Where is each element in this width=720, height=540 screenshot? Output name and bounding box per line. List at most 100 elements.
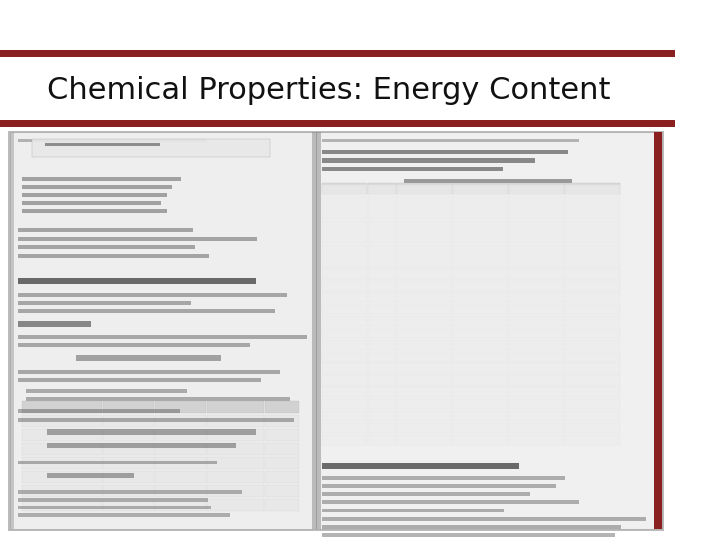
Bar bbox=[22, 415, 102, 427]
Bar bbox=[207, 485, 264, 497]
Bar bbox=[368, 292, 396, 302]
Bar bbox=[509, 399, 564, 409]
Bar bbox=[368, 233, 396, 243]
Bar bbox=[454, 423, 508, 433]
Bar bbox=[322, 533, 615, 537]
Bar bbox=[48, 443, 236, 448]
Bar bbox=[565, 399, 619, 409]
Bar bbox=[18, 321, 91, 327]
Bar bbox=[103, 457, 154, 469]
Bar bbox=[322, 245, 366, 255]
Bar bbox=[454, 375, 508, 386]
Bar bbox=[18, 237, 257, 241]
Bar bbox=[509, 185, 564, 195]
Bar bbox=[18, 309, 275, 313]
Bar bbox=[322, 375, 366, 386]
Bar bbox=[48, 472, 135, 478]
Bar bbox=[509, 197, 564, 207]
Bar bbox=[155, 429, 206, 441]
Bar bbox=[454, 328, 508, 338]
Bar bbox=[368, 280, 396, 291]
Bar bbox=[266, 401, 299, 413]
Bar bbox=[322, 280, 366, 291]
Bar bbox=[18, 245, 195, 249]
Bar bbox=[368, 375, 396, 386]
Bar bbox=[397, 375, 452, 386]
Bar bbox=[266, 457, 299, 469]
Bar bbox=[565, 209, 619, 219]
Bar bbox=[18, 513, 230, 517]
Bar bbox=[509, 375, 564, 386]
Bar bbox=[454, 340, 508, 350]
Bar bbox=[397, 363, 452, 374]
Bar bbox=[18, 293, 287, 297]
Bar bbox=[509, 183, 564, 194]
Bar bbox=[454, 268, 508, 279]
Bar bbox=[266, 443, 299, 455]
Bar bbox=[322, 268, 366, 279]
Bar bbox=[397, 435, 452, 445]
Bar bbox=[322, 185, 366, 195]
Bar bbox=[565, 375, 619, 386]
Bar bbox=[454, 387, 508, 397]
Bar bbox=[155, 485, 206, 497]
Bar bbox=[18, 343, 250, 347]
Bar bbox=[322, 411, 366, 421]
Bar bbox=[454, 399, 508, 409]
Bar bbox=[509, 387, 564, 397]
Bar bbox=[22, 185, 173, 189]
Bar bbox=[322, 256, 366, 267]
Bar bbox=[322, 340, 366, 350]
Bar bbox=[322, 423, 366, 433]
Bar bbox=[454, 183, 508, 194]
Bar bbox=[22, 193, 167, 197]
Bar bbox=[18, 498, 207, 502]
Bar bbox=[368, 221, 396, 231]
Bar bbox=[397, 197, 452, 207]
Bar bbox=[18, 301, 192, 305]
Bar bbox=[397, 316, 452, 326]
Bar bbox=[103, 429, 154, 441]
Bar bbox=[397, 399, 452, 409]
Bar bbox=[0, 120, 675, 127]
Bar bbox=[509, 245, 564, 255]
Bar bbox=[18, 379, 261, 382]
Bar bbox=[322, 150, 568, 154]
Bar bbox=[397, 328, 452, 338]
Bar bbox=[509, 209, 564, 219]
Bar bbox=[368, 185, 396, 195]
Bar bbox=[368, 316, 396, 326]
Bar bbox=[368, 197, 396, 207]
Bar bbox=[368, 340, 396, 350]
Bar bbox=[207, 457, 264, 469]
Bar bbox=[18, 335, 307, 339]
Bar bbox=[368, 209, 396, 219]
Bar bbox=[565, 304, 619, 314]
Bar bbox=[565, 280, 619, 291]
Bar bbox=[397, 340, 452, 350]
Bar bbox=[10, 132, 317, 529]
Bar bbox=[266, 499, 299, 511]
Bar bbox=[76, 355, 221, 361]
Bar bbox=[509, 328, 564, 338]
Bar bbox=[322, 221, 366, 231]
Bar bbox=[18, 228, 193, 232]
Bar bbox=[18, 409, 180, 413]
Bar bbox=[103, 485, 154, 497]
Bar bbox=[454, 209, 508, 219]
Bar bbox=[103, 471, 154, 483]
Bar bbox=[397, 352, 452, 362]
Bar bbox=[454, 435, 508, 445]
Bar bbox=[368, 183, 396, 194]
Bar bbox=[322, 492, 530, 496]
Bar bbox=[18, 278, 256, 284]
Bar bbox=[454, 280, 508, 291]
Bar bbox=[18, 370, 280, 374]
Bar bbox=[48, 429, 256, 435]
Bar bbox=[322, 183, 366, 194]
Bar bbox=[565, 233, 619, 243]
Bar bbox=[322, 517, 646, 521]
Bar bbox=[207, 443, 264, 455]
Bar bbox=[654, 132, 662, 529]
Bar bbox=[397, 245, 452, 255]
